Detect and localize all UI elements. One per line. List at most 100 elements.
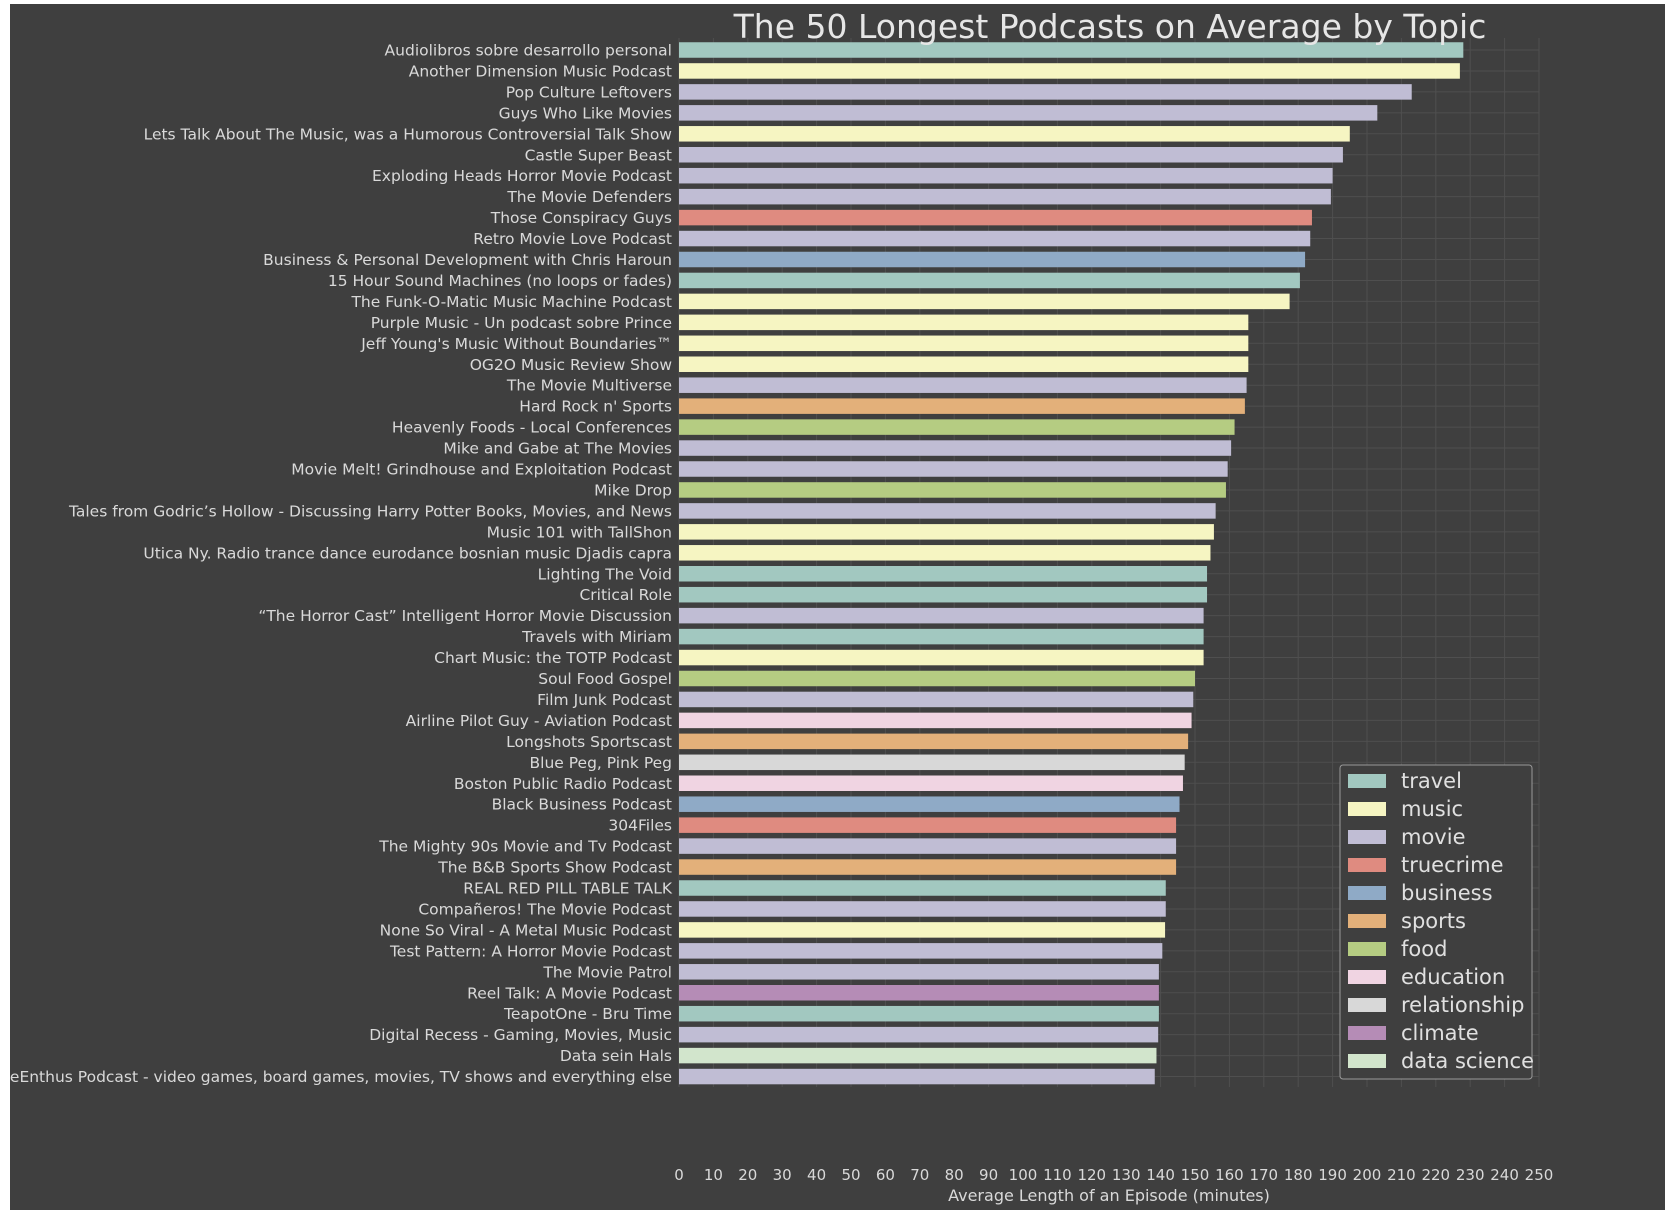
x-tick-label-2: 20 — [738, 1166, 757, 1184]
y-tick-label-33: Longshots Sportscast — [506, 733, 672, 751]
x-tick-label-24: 240 — [1490, 1166, 1519, 1184]
bar-29 — [679, 649, 1204, 666]
bar-16 — [679, 377, 1247, 393]
bar-48 — [679, 1047, 1157, 1064]
y-tick-label-3: Guys Who Like Movies — [499, 104, 672, 122]
y-tick-label-47: Digital Recess - Gaming, Movies, Music — [369, 1026, 672, 1044]
bar-44 — [679, 964, 1159, 980]
bar-6 — [679, 167, 1333, 184]
legend-label-7: education — [1401, 965, 1505, 989]
y-tick-label-46: TeapotOne - Bru Time — [503, 1005, 672, 1023]
bar-23 — [679, 524, 1214, 540]
y-tick-label-22: Tales from Godric’s Hollow - Discussing … — [68, 502, 672, 520]
y-tick-label-4: Lets Talk About The Music, was a Humorou… — [144, 125, 673, 143]
y-tick-label-27: “The Horror Cast” Intelligent Horror Mov… — [258, 607, 672, 625]
bar-7 — [679, 188, 1331, 205]
legend-swatch-6 — [1348, 942, 1386, 956]
bar-46 — [679, 1005, 1159, 1022]
y-tick-label-9: Retro Movie Love Podcast — [473, 230, 672, 248]
legend-swatch-10 — [1348, 1054, 1386, 1068]
y-tick-label-2: Pop Culture Leftovers — [506, 83, 672, 101]
bar-22 — [679, 503, 1216, 519]
bar-4 — [679, 126, 1350, 142]
y-tick-label-42: None So Viral - A Metal Music Podcast — [380, 921, 672, 939]
bar-18 — [679, 419, 1235, 435]
y-tick-label-25: Lighting The Void — [538, 565, 672, 583]
legend-label-3: truecrime — [1401, 853, 1504, 877]
legend-box — [1339, 764, 1533, 1080]
x-tick-label-10: 100 — [1009, 1166, 1038, 1184]
x-tick-label-0: 0 — [674, 1166, 684, 1184]
bar-25 — [679, 566, 1208, 582]
legend-label-6: food — [1401, 937, 1447, 961]
bar-26 — [679, 586, 1208, 603]
y-tick-label-18: Heavenly Foods - Local Conferences — [392, 419, 672, 437]
chart-title: The 50 Longest Podcasts on Average by To… — [733, 7, 1487, 46]
y-tick-label-16: The Movie Multiverse — [506, 377, 672, 395]
bar-8 — [679, 209, 1312, 226]
bars — [679, 42, 1464, 1085]
legend-label-5: sports — [1401, 909, 1466, 933]
y-tick-label-0: Audiolibros sobre desarrollo personal — [385, 42, 672, 60]
y-tick-label-23: Music 101 with TallShon — [487, 523, 672, 541]
legend-label-1: music — [1401, 797, 1463, 821]
bar-1 — [679, 63, 1460, 79]
y-tick-label-41: Compañeros! The Movie Podcast — [418, 900, 672, 918]
y-tick-label-20: Movie Melt! Grindhouse and Exploitation … — [291, 461, 672, 479]
bar-chart: Audiolibros sobre desarrollo personal Ano… — [10, 7, 1553, 1205]
y-tick-label-21: Mike Drop — [594, 481, 672, 499]
bar-49 — [679, 1068, 1155, 1085]
x-tick-label-6: 60 — [876, 1166, 895, 1184]
bar-20 — [679, 461, 1228, 477]
x-tick-label-5: 50 — [841, 1166, 860, 1184]
x-tick-label-9: 90 — [979, 1166, 998, 1184]
y-tick-label-13: Purple Music - Un podcast sobre Prince — [371, 314, 672, 332]
y-tick-label-44: The Movie Patrol — [542, 963, 672, 981]
y-tick-label-32: Airline Pilot Guy - Aviation Podcast — [406, 712, 672, 730]
y-tick-label-19: Mike and Gabe at The Movies — [443, 440, 672, 458]
bar-38 — [679, 838, 1177, 854]
bar-10 — [679, 251, 1306, 268]
bar-45 — [679, 985, 1159, 1001]
y-tick-label-12: The Funk-O-Matic Music Machine Podcast — [350, 293, 672, 311]
x-tick-label-25: 250 — [1525, 1166, 1554, 1184]
y-tick-labels: Audiolibros sobre desarrollo personal Ano… — [10, 42, 673, 1087]
x-tick-label-7: 70 — [910, 1166, 929, 1184]
x-tick-label-4: 40 — [807, 1166, 826, 1184]
y-tick-label-49: GameEnthus Podcast - video games, board … — [10, 1068, 672, 1086]
bar-35 — [679, 775, 1183, 791]
bar-34 — [679, 754, 1185, 771]
legend-swatch-8 — [1348, 998, 1386, 1012]
bar-9 — [679, 230, 1311, 247]
bar-2 — [679, 84, 1412, 100]
y-tick-label-11: 15 Hour Sound Machines (no loops or fade… — [328, 272, 672, 290]
x-tick-label-16: 160 — [1215, 1166, 1244, 1184]
y-tick-label-15: OG2O Music Review Show — [470, 356, 673, 374]
y-tick-label-38: The Mighty 90s Movie and Tv Podcast — [378, 838, 672, 856]
x-tick-label-18: 180 — [1284, 1166, 1313, 1184]
y-tick-label-8: Those Conspiracy Guys — [490, 209, 672, 227]
bar-36 — [679, 796, 1180, 812]
bar-28 — [679, 628, 1204, 645]
legend-swatch-0 — [1348, 774, 1386, 788]
bar-41 — [679, 901, 1166, 917]
legend-swatch-9 — [1348, 1026, 1386, 1040]
legend-swatch-2 — [1348, 830, 1386, 844]
legend: travel music movie truecrime business sports f… — [1339, 764, 1534, 1080]
y-tick-label-48: Data sein Hals — [560, 1047, 672, 1065]
bar-21 — [679, 482, 1226, 498]
bar-11 — [679, 272, 1300, 289]
x-tick-labels: 0 10 20 30 40 50 60 70 80 90 100 110 120 130 140 150 160… — [674, 1166, 1553, 1184]
y-tick-label-10: Business & Personal Development with Chr… — [263, 251, 672, 269]
bar-27 — [679, 607, 1204, 624]
legend-swatch-1 — [1348, 802, 1386, 816]
y-tick-label-5: Castle Super Beast — [525, 146, 672, 164]
bar-5 — [679, 147, 1343, 163]
y-tick-label-7: The Movie Defenders — [506, 188, 672, 206]
x-tick-label-1: 10 — [704, 1166, 723, 1184]
bar-19 — [679, 440, 1232, 456]
y-tick-label-36: Black Business Podcast — [492, 796, 672, 814]
bar-42 — [679, 922, 1166, 938]
y-tick-label-28: Travels with Miriam — [521, 628, 672, 646]
x-tick-label-23: 230 — [1456, 1166, 1485, 1184]
